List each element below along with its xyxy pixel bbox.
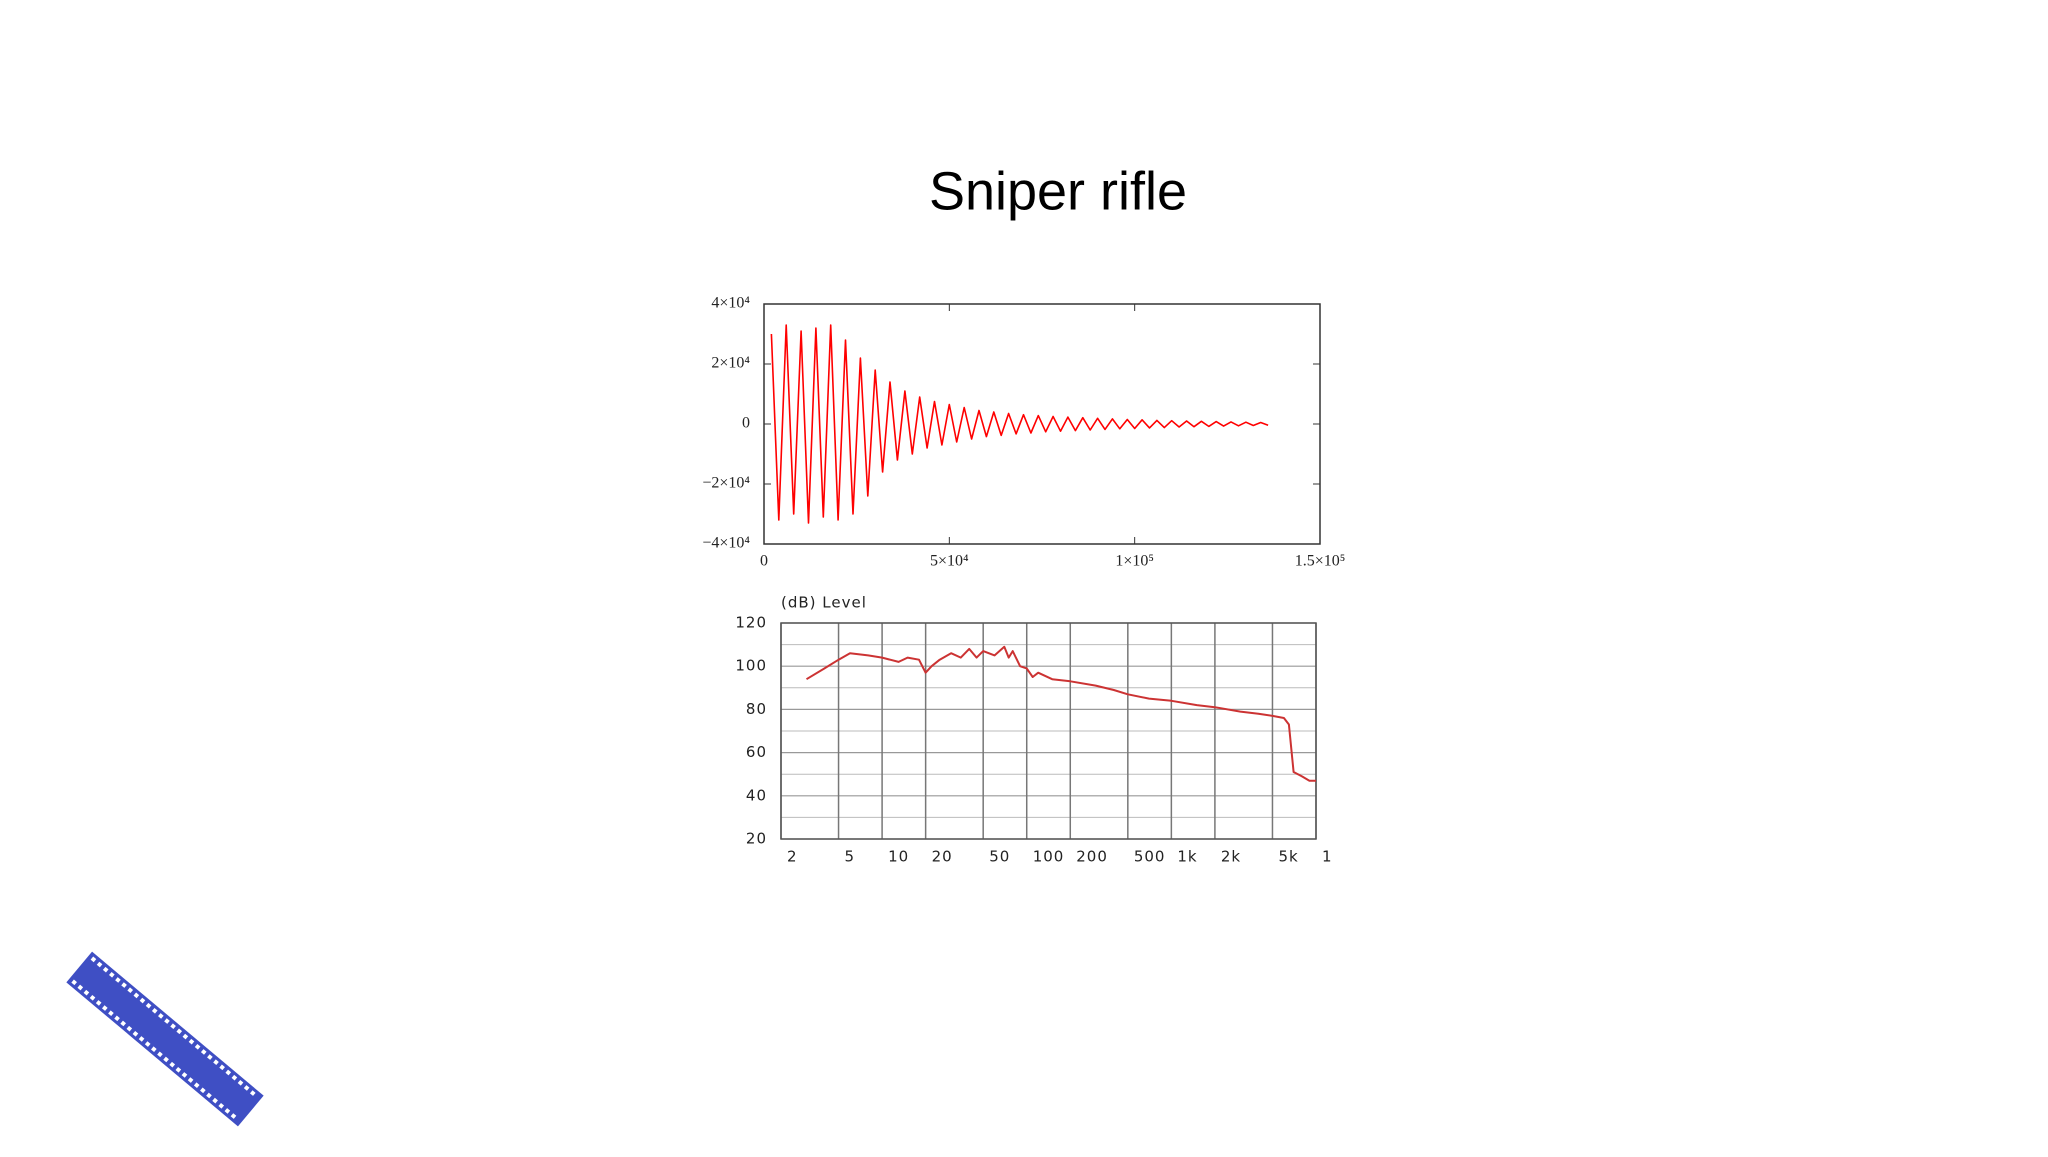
film-icon [66, 951, 264, 1127]
y-axis-label: (dB) Level [781, 594, 867, 612]
x-tick-label: 0 [760, 553, 768, 570]
x-tick-label: 200 [1076, 848, 1108, 866]
x-tick-label: 1.5×10⁵ [1295, 553, 1346, 570]
y-tick-label: 120 [735, 614, 767, 632]
x-tick-label: 10 [888, 848, 909, 866]
y-tick-label: −4×10⁴ [702, 535, 750, 552]
x-tick-label: 5×10⁴ [930, 553, 969, 570]
x-tick-label: 2k [1221, 848, 1241, 866]
data-line [770, 324, 1269, 524]
y-tick-label: 80 [746, 700, 767, 718]
x-tick-label: 5k [1278, 848, 1298, 866]
x-tick-label: 1k [1177, 848, 1197, 866]
film-strip [66, 951, 264, 1127]
x-tick-label: 100 [1033, 848, 1065, 866]
y-tick-label: 0 [742, 415, 750, 432]
y-tick-label: 100 [735, 657, 767, 675]
y-tick-label: 4×10⁴ [711, 295, 750, 312]
plot-frame [763, 303, 1321, 545]
y-tick-label: −2×10⁴ [702, 475, 750, 492]
x-tick-label: 1 [1322, 848, 1333, 866]
x-tick-label: 1×10⁵ [1115, 553, 1154, 570]
x-tick-label: 5 [845, 848, 856, 866]
y-tick-label: 2×10⁴ [711, 355, 750, 372]
plot-frame [780, 622, 1317, 840]
y-tick-label: 60 [746, 743, 767, 761]
x-tick-label: 20 [932, 848, 953, 866]
y-tick-label: 20 [746, 830, 767, 848]
x-tick-label: 500 [1134, 848, 1166, 866]
y-tick-label: 40 [746, 786, 767, 804]
x-tick-label: 2 [787, 848, 798, 866]
x-tick-label: 50 [989, 848, 1010, 866]
slide-title: Sniper rifle [929, 161, 1187, 221]
data-line [805, 645, 1316, 782]
